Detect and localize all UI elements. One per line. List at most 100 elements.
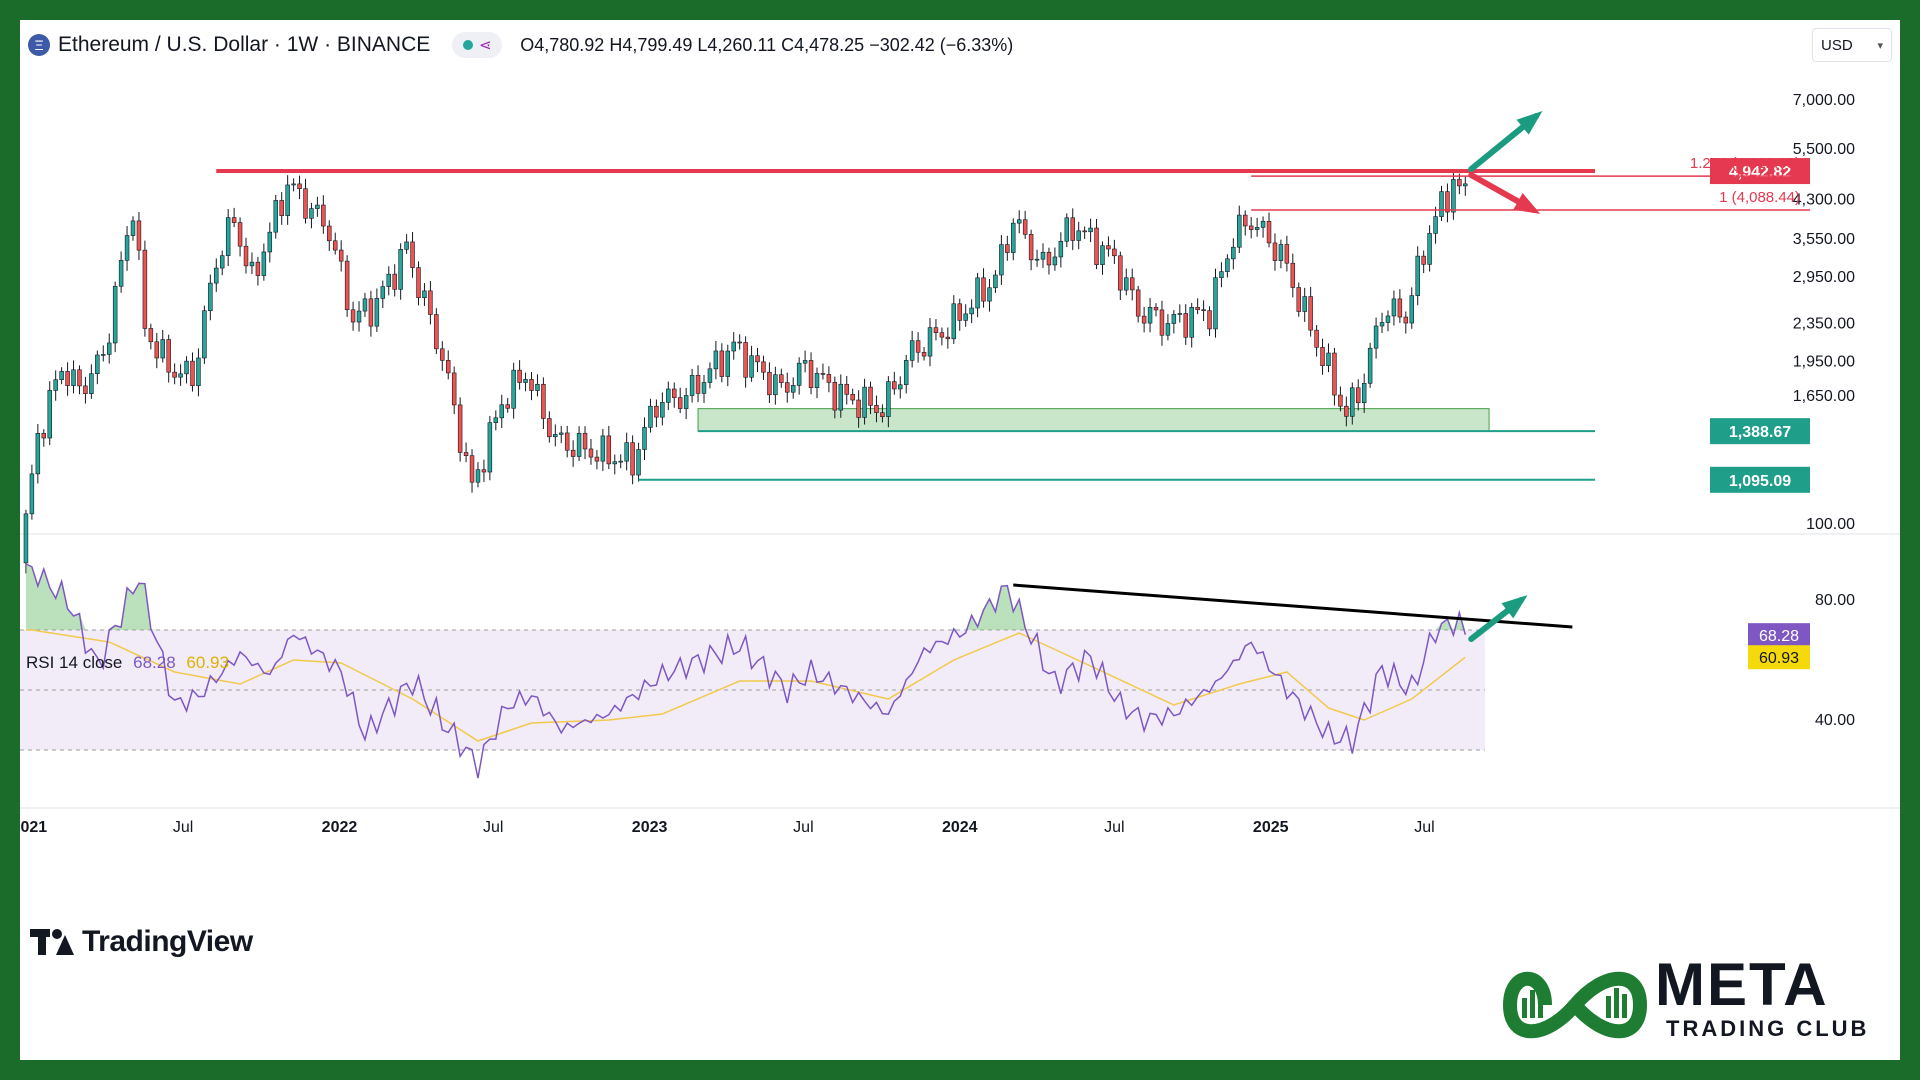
symbol-title[interactable]: Ethereum / U.S. Dollar · 1W · BINANCE [58, 33, 431, 56]
candle-body [874, 405, 879, 413]
candle-body [1171, 314, 1177, 324]
candle-body [1231, 246, 1236, 260]
candle-body [939, 332, 945, 338]
candle-body [564, 432, 570, 451]
rsi-legend[interactable]: RSI 14 close 68.28 60.93 [26, 653, 229, 673]
candle-body [77, 369, 82, 387]
candle-body [654, 405, 659, 418]
candle-body [338, 249, 344, 262]
demand-zone [697, 408, 1490, 432]
candle-body [267, 231, 273, 253]
rsi-trendline [1013, 583, 1573, 629]
candle-body [1278, 244, 1284, 261]
candle-body [826, 374, 832, 383]
candle-body [886, 381, 891, 417]
price-axis-tick: 1,950.00 [1793, 354, 1855, 371]
candle-body [832, 382, 838, 411]
candle-body [576, 432, 582, 457]
candle-body [243, 245, 249, 267]
candle-body [570, 449, 576, 457]
candle-body [1153, 307, 1159, 311]
candle-body [1022, 219, 1028, 235]
candle-body [1088, 227, 1093, 233]
candle-body [166, 339, 171, 373]
candle-body [154, 341, 160, 359]
share-icon[interactable]: ⋖ [478, 37, 492, 54]
candle-body [672, 388, 677, 398]
candle-body [350, 309, 356, 323]
candle-body [737, 341, 742, 344]
price-axis-tick: 2,950.00 [1793, 269, 1855, 286]
candle-body [1379, 322, 1385, 327]
candle-body [1195, 307, 1200, 311]
candle-body [1260, 220, 1266, 228]
candle-body [1237, 214, 1242, 248]
candle-body [743, 342, 748, 378]
candle-body [1385, 315, 1391, 323]
tradingview-logo[interactable]: TradingView [30, 925, 253, 959]
candle-body [606, 435, 612, 465]
candle-body [701, 382, 707, 394]
candle-body [184, 360, 189, 375]
candle-body [969, 307, 974, 315]
candle-body [945, 336, 951, 340]
candle-body [1409, 295, 1414, 324]
candle-body [202, 310, 207, 359]
candle-body [1070, 217, 1075, 241]
candle-body [975, 277, 980, 309]
candle-body [1106, 245, 1111, 250]
candle-body [993, 274, 998, 289]
currency-selector[interactable]: USD ▾ [1812, 28, 1892, 62]
status-pill[interactable]: ⋖ [452, 32, 503, 58]
candle-body [237, 222, 243, 247]
candle-body [1314, 329, 1319, 348]
time-axis-tick: 2025 [1253, 819, 1289, 836]
candle-body [65, 371, 70, 386]
candle-body [136, 220, 142, 251]
candle-body [785, 382, 790, 393]
candle-body [1177, 313, 1183, 315]
candle-body [1463, 183, 1468, 187]
candle-body [1367, 347, 1373, 384]
candle-body [903, 360, 909, 386]
candle-body [374, 298, 380, 327]
candle-body [148, 328, 154, 343]
candle-body [1272, 242, 1278, 261]
candle-body [130, 220, 136, 236]
candle-body [214, 267, 219, 284]
candle-body [1005, 244, 1010, 253]
candle-body [1046, 251, 1052, 266]
price-axis-tick: 3,550.00 [1793, 231, 1855, 248]
candle-body [368, 298, 374, 327]
price-label-bg [1710, 158, 1810, 185]
time-axis-tick: 2024 [942, 819, 978, 836]
candle-body [416, 267, 421, 298]
candle-body [451, 372, 457, 406]
candle-body [1308, 296, 1313, 331]
candle-body [1112, 248, 1117, 257]
currency-value: USD [1821, 36, 1853, 54]
candle-body [1248, 225, 1254, 230]
candle-body [559, 432, 564, 435]
chart-canvas[interactable]: 7,000.00 5,500.00 4,300.00 3,550.00 2,950.00… [20, 20, 1900, 1060]
candle-body [660, 402, 665, 418]
candle-body [279, 200, 284, 216]
candle-body [761, 361, 766, 373]
candle-body [933, 327, 939, 333]
rsi-arrow-up-breakout-head [1501, 595, 1528, 619]
rsi-axis-tick: 40.00 [1815, 712, 1855, 729]
candle-body [820, 373, 826, 375]
candle-body [713, 350, 719, 370]
price-axis-tick: 4,300.00 [1793, 192, 1855, 209]
candle-body [1064, 217, 1070, 242]
candle-body [868, 386, 873, 406]
candle-body [1296, 287, 1301, 312]
candle-body [255, 261, 261, 276]
candle-body [249, 261, 255, 267]
candle-body [1397, 298, 1403, 318]
candle-body [23, 513, 29, 564]
candle-body [35, 432, 41, 475]
fib-level-label: 1.272 (4,822.65) [1690, 155, 1800, 172]
candle-body [683, 395, 689, 409]
candle-body [1415, 255, 1420, 296]
